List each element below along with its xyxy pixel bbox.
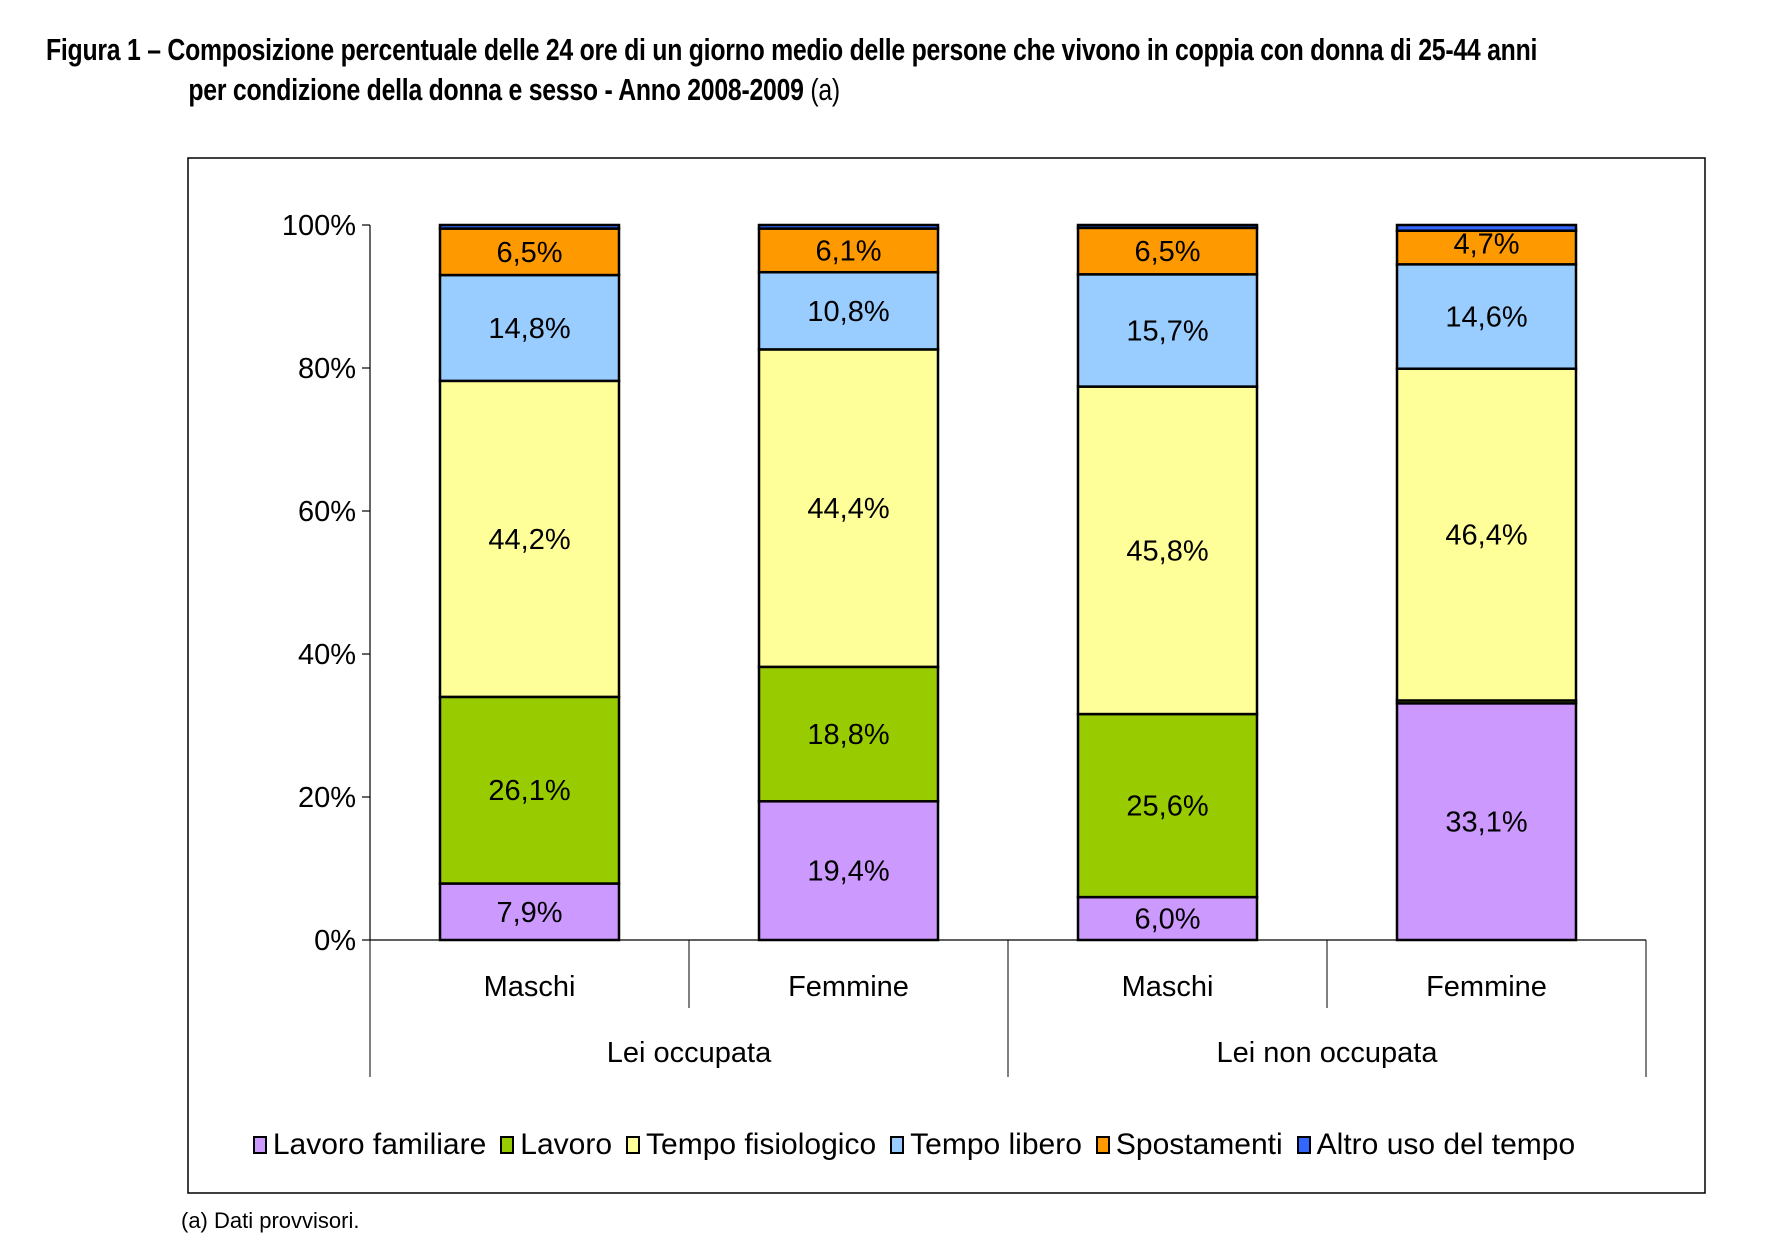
data-label: 6,0% — [1134, 904, 1200, 936]
y-tick-label: 80% — [298, 353, 356, 385]
legend-label: Tempo fisiologico — [646, 1128, 877, 1161]
data-label: 15,7% — [1126, 315, 1208, 347]
data-label: 45,8% — [1126, 535, 1208, 567]
category-label: Femmine — [1426, 971, 1547, 1003]
bar-segment — [1395, 263, 1578, 370]
legend-item: Lavoro familiare — [252, 1128, 487, 1162]
legend-swatch — [1296, 1136, 1311, 1154]
title-line-2-text: per condizione della donna e sesso - Ann… — [188, 72, 804, 107]
bar-segment — [1395, 367, 1578, 702]
data-label: 19,4% — [807, 856, 889, 888]
bar-segment — [757, 270, 940, 351]
legend: Lavoro familiare Lavoro Tempo fisiologico T… — [0, 1128, 1788, 1162]
data-label: 14,8% — [488, 313, 570, 345]
legend-item: Altro uso del tempo — [1296, 1128, 1576, 1162]
bar-segment — [1076, 226, 1259, 276]
data-label: 18,8% — [807, 719, 889, 751]
bar-segment — [1076, 712, 1259, 899]
data-label: 6,5% — [496, 237, 562, 269]
data-label: 6,5% — [1134, 236, 1200, 268]
legend-swatch — [890, 1136, 905, 1154]
y-tick-label: 60% — [298, 496, 356, 528]
data-label: 25,6% — [1126, 791, 1208, 823]
data-label: 7,9% — [496, 897, 562, 929]
legend-label: Lavoro — [520, 1128, 613, 1161]
bar-segment — [757, 665, 940, 803]
legend-swatch — [500, 1136, 515, 1154]
bar-segment — [438, 223, 621, 230]
data-label: 33,1% — [1445, 807, 1527, 839]
legend-label: Spostamenti — [1115, 1128, 1283, 1161]
legend-swatch — [252, 1136, 267, 1154]
bar-segment — [1395, 229, 1578, 266]
bar-segment — [1076, 895, 1259, 942]
bar-segment — [1395, 223, 1578, 232]
bar-segment — [438, 695, 621, 885]
legend-label: Altro uso del tempo — [1316, 1128, 1576, 1161]
legend-swatch — [1095, 1136, 1110, 1154]
legend-item: Lavoro — [500, 1128, 612, 1162]
category-label: Maschi — [1122, 971, 1214, 1003]
bar-segment — [438, 882, 621, 942]
bar-segment — [757, 800, 940, 942]
group-label: Lei non occupata — [1217, 1037, 1439, 1069]
y-tick-label: 20% — [298, 782, 356, 814]
bar-segment — [1395, 702, 1578, 942]
data-label: 44,2% — [488, 524, 570, 556]
y-tick-label: 100% — [282, 210, 356, 242]
footnote: (a) Dati provvisori. — [181, 1208, 360, 1233]
title-line-2: per condizione della donna e sesso - Ann… — [46, 70, 1537, 110]
bar-segment — [438, 227, 621, 277]
legend-swatch — [626, 1136, 641, 1154]
chart-title: Figura 1 – Composizione percentuale dell… — [46, 30, 1537, 110]
data-label: 26,1% — [488, 775, 570, 807]
legend-label: Tempo libero — [910, 1128, 1082, 1161]
legend-item: Spostamenti — [1095, 1128, 1283, 1162]
data-label: 4,7% — [1453, 229, 1519, 261]
title-suffix: (a) — [810, 72, 840, 107]
data-label: 44,4% — [807, 493, 889, 525]
category-label: Maschi — [484, 971, 576, 1003]
data-label: 14,6% — [1445, 302, 1527, 334]
legend-item: Tempo fisiologico — [626, 1128, 876, 1162]
data-label: 6,1% — [815, 235, 881, 267]
y-tick-label: 40% — [298, 639, 356, 671]
bar-segment — [757, 348, 940, 669]
legend-label: Lavoro familiare — [272, 1128, 487, 1161]
data-label: 46,4% — [1445, 520, 1527, 552]
chart-frame — [187, 157, 1706, 1194]
title-line-1: Figura 1 – Composizione percentuale dell… — [46, 32, 1538, 67]
bar-segment — [757, 223, 940, 230]
legend-item: Tempo libero — [890, 1128, 1082, 1162]
y-tick-label: 0% — [314, 925, 356, 957]
bar-segment — [1076, 223, 1259, 230]
category-label: Femmine — [788, 971, 909, 1003]
bar-segment — [1076, 273, 1259, 388]
bar-segment — [1076, 385, 1259, 716]
group-label: Lei occupata — [607, 1037, 772, 1069]
bar-segment — [438, 379, 621, 699]
data-label: 10,8% — [807, 296, 889, 328]
bar-segment — [438, 273, 621, 383]
